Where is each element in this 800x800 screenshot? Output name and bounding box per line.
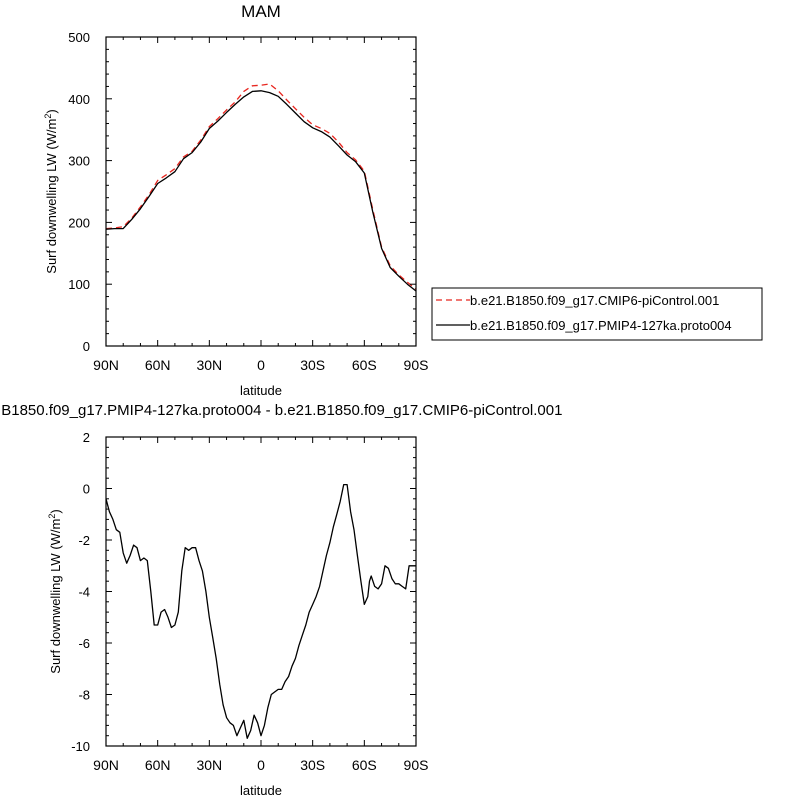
y-axis-label-close: ) — [48, 509, 63, 513]
series-line-1 — [105, 90, 417, 292]
x-tick-label: 90S — [404, 357, 429, 373]
x-tick-label: 30N — [196, 757, 222, 773]
x-tick-label: 90N — [93, 357, 119, 373]
series-line-0 — [105, 483, 416, 739]
x-tick-label: 60N — [145, 357, 171, 373]
plot-frame — [105, 436, 417, 747]
y-tick-label: -2 — [78, 533, 90, 548]
x-tick-label: 0 — [257, 357, 265, 373]
x-tick-label: 60S — [352, 357, 377, 373]
y-tick-label: 100 — [68, 277, 90, 292]
y-tick-label: 300 — [68, 154, 90, 169]
x-axis-label: latitude — [240, 783, 282, 798]
y-tick-label: -10 — [71, 739, 90, 754]
y-axis-label-superscript: 2 — [43, 114, 53, 119]
chart-title: b.e21.B1850.f09_g17.PMIP4-127ka.proto004… — [0, 402, 562, 419]
legend-label-1: b.e21.B1850.f09_g17.PMIP4-127ka.proto004 — [470, 318, 732, 333]
x-axis-label: latitude — [240, 383, 282, 398]
y-tick-label: -4 — [78, 585, 90, 600]
y-axis-label-close: ) — [44, 109, 59, 113]
y-axis-label-superscript: 2 — [47, 514, 57, 519]
y-tick-label: 400 — [68, 92, 90, 107]
x-tick-label: 30S — [300, 357, 325, 373]
chart-title: MAM — [241, 2, 281, 21]
y-tick-label: 0 — [83, 482, 90, 497]
x-tick-label: 30N — [196, 357, 222, 373]
legend-box — [431, 287, 763, 341]
x-tick-label: 90S — [404, 757, 429, 773]
y-axis-label: Surf downwelling LW (W/m2) — [47, 509, 63, 673]
mean-panel: MAM 90N 60N 30N 0 30S 60S 90S 0 100 200 300 400 500 la… — [43, 2, 763, 398]
y-tick-label: 500 — [68, 30, 90, 45]
y-tick-label: 2 — [83, 430, 90, 445]
y-tick-label: -8 — [78, 688, 90, 703]
x-tick-label: 60N — [145, 757, 171, 773]
difference-panel: b.e21.B1850.f09_g17.PMIP4-127ka.proto004… — [0, 402, 562, 798]
y-tick-label: 200 — [68, 215, 90, 230]
y-axis-label: Surf downwelling LW (W/m2) — [43, 109, 59, 273]
series-line-0 — [105, 83, 417, 290]
x-tick-label: 60S — [352, 757, 377, 773]
x-tick-label: 90N — [93, 757, 119, 773]
x-tick-label: 0 — [257, 757, 265, 773]
legend-label-0: b.e21.B1850.f09_g17.CMIP6-piControl.001 — [470, 293, 719, 308]
y-axis-label-text: Surf downwelling LW (W/m — [44, 119, 59, 274]
x-tick-label: 30S — [300, 757, 325, 773]
y-axis-label-text: Surf downwelling LW (W/m — [48, 519, 63, 674]
y-tick-label: -6 — [78, 636, 90, 651]
y-tick-label: 0 — [83, 339, 90, 354]
